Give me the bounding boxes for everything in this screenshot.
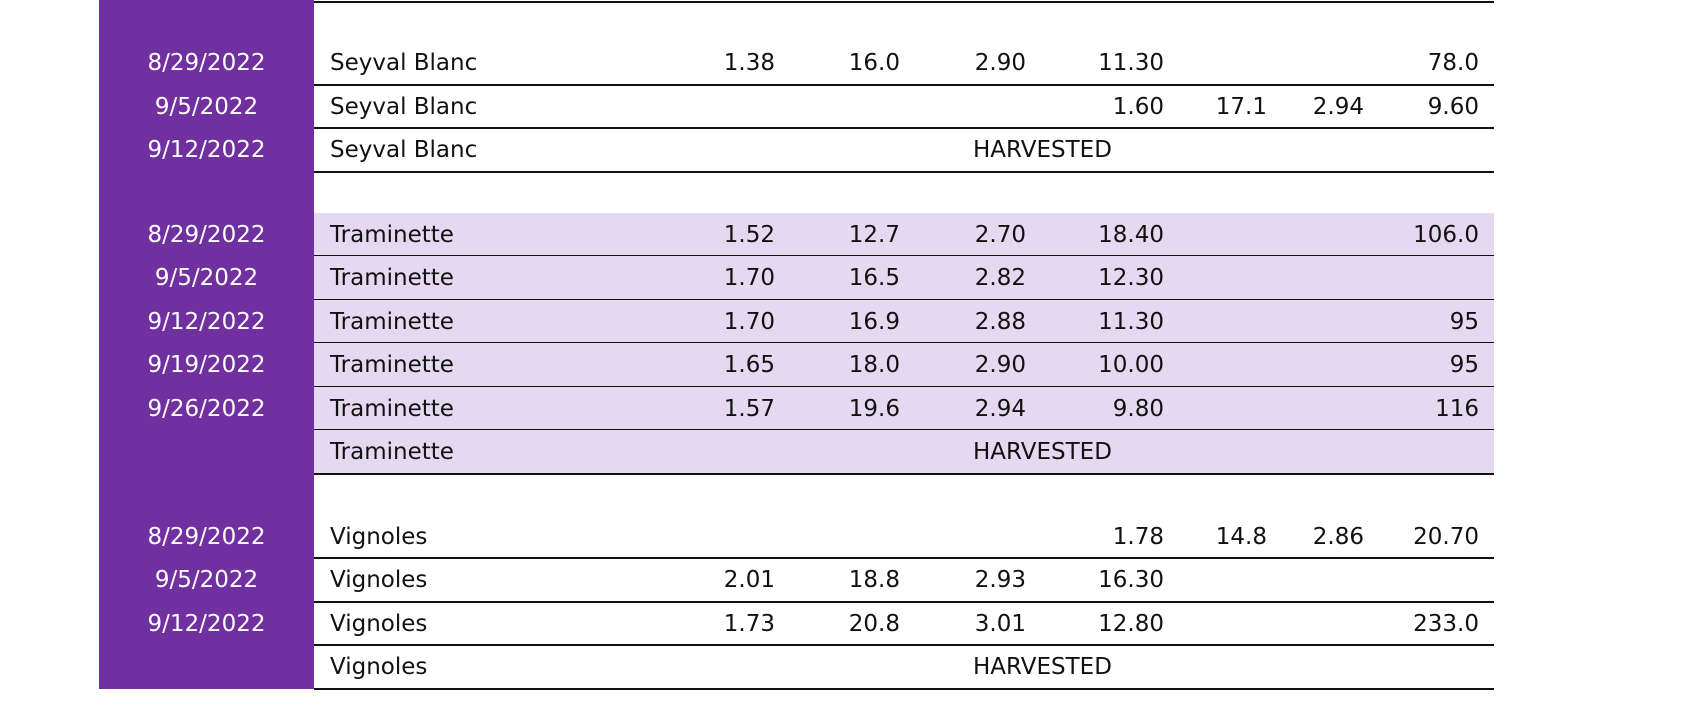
variety: Traminette [330,395,454,422]
date: 8/29/2022 [147,523,266,550]
cell-value: 14.8 [1215,523,1267,550]
cell-value: 95 [1449,308,1479,335]
cell-value: 16.9 [848,308,900,335]
cell-value: 10.00 [1098,352,1164,378]
row-rule [314,472,1494,475]
cell-value: 95 [1449,352,1479,378]
cell-value: 9.60 [1427,93,1479,120]
cell-value: 17.1 [1215,93,1267,120]
cell-value: 9.80 [1112,395,1164,422]
date: 9/5/2022 [154,567,259,593]
row-background [314,386,1494,430]
variety: Traminette [330,439,454,465]
cell-value: 20.70 [1413,523,1479,550]
variety: Vignoles [330,654,428,680]
date: 9/26/2022 [147,395,266,422]
row-background [314,212,1494,256]
cell-value: 1.52 [723,221,775,248]
variety: Traminette [330,308,454,335]
cell-value: 16.0 [848,50,900,76]
cell-value: 16.5 [848,265,900,291]
status: HARVESTED [973,439,1112,465]
date: 9/12/2022 [147,610,266,637]
variety: Traminette [330,221,454,248]
cell-value: 11.30 [1098,50,1164,76]
date: 9/5/2022 [154,93,259,120]
cell-value: 19.6 [848,395,900,422]
cell-value: 233.0 [1413,610,1479,637]
row-background [314,299,1494,343]
cell-value: 3.01 [974,610,1026,637]
row-rule [314,127,1494,129]
row-rule [314,170,1494,173]
status: HARVESTED [973,654,1112,680]
date: 8/29/2022 [147,221,266,248]
cell-value: 16.30 [1098,567,1164,593]
row-rule [314,644,1494,646]
cell-value: 1.65 [723,352,775,378]
cell-value: 2.90 [974,50,1026,76]
top-rule [314,1,1494,3]
row-background [314,343,1494,387]
cell-value: 1.70 [723,308,775,335]
cell-value: 1.78 [1112,523,1164,550]
cell-value: 12.30 [1098,265,1164,291]
variety: Seyval Blanc [330,93,478,120]
cell-value: 2.90 [974,352,1026,378]
cell-value: 1.73 [723,610,775,637]
cell-value: 2.70 [974,221,1026,248]
cell-value: 2.82 [974,265,1026,291]
cell-value: 11.30 [1098,308,1164,335]
cell-value: 12.80 [1098,610,1164,637]
cell-value: 2.01 [723,567,775,593]
variety: Seyval Blanc [330,137,478,163]
date: 8/29/2022 [147,50,266,76]
cell-value: 12.7 [848,221,900,248]
cell-value: 18.40 [1098,221,1164,248]
cell-value: 18.8 [848,567,900,593]
date: 9/12/2022 [147,308,266,335]
variety: Traminette [330,352,454,378]
variety: Traminette [330,265,454,291]
date: 9/19/2022 [147,352,266,378]
row-rule [314,557,1494,559]
cell-value: 2.86 [1312,523,1364,550]
cell-value: 106.0 [1413,221,1479,248]
cell-value: 2.93 [974,567,1026,593]
cell-value: 1.70 [723,265,775,291]
date: 9/12/2022 [147,137,266,163]
cell-value: 1.57 [723,395,775,422]
cell-value: 1.60 [1112,93,1164,120]
variety: Vignoles [330,567,428,593]
cell-value: 78.0 [1427,50,1479,76]
cell-value: 116 [1435,395,1479,422]
date: 9/5/2022 [154,265,259,291]
row-rule [314,600,1494,603]
cell-value: 2.94 [1312,93,1364,120]
cell-value: 20.8 [848,610,900,637]
cell-value: 18.0 [848,352,900,378]
status: HARVESTED [973,137,1112,163]
cell-value: 2.94 [974,395,1026,422]
row-rule [314,83,1494,86]
variety: Vignoles [330,610,428,637]
cell-value: 2.88 [974,308,1026,335]
variety: Vignoles [330,523,428,550]
cell-value: 1.38 [723,50,775,76]
date-column [99,0,314,689]
row-background [314,256,1494,300]
row-rule [314,687,1494,690]
row-background [314,430,1494,474]
variety: Seyval Blanc [330,50,478,76]
